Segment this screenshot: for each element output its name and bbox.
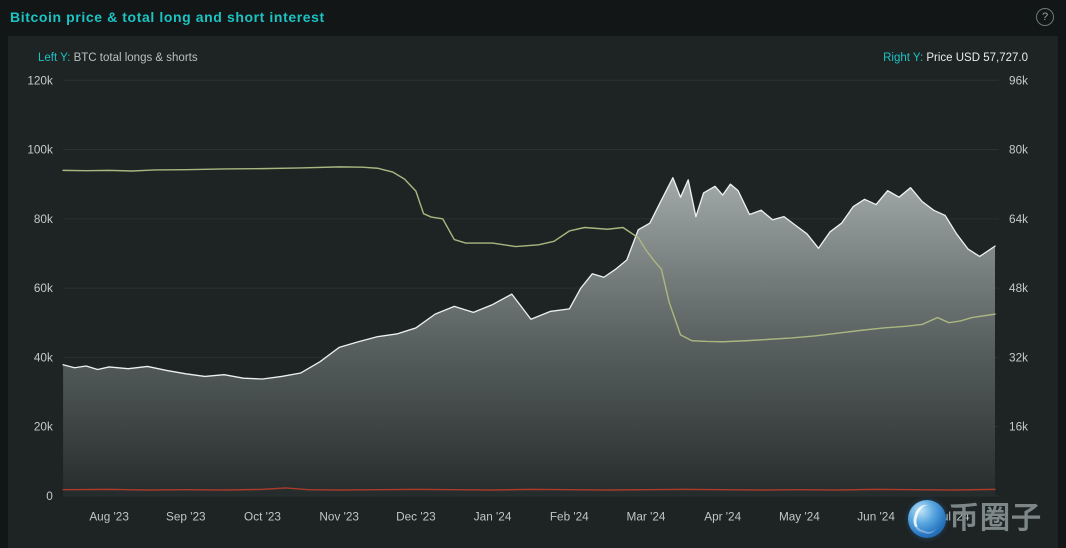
right-axis-legend-value: Price USD 57,727.0 xyxy=(923,52,1028,64)
chart-panel: Left Y: BTC total longs & shorts Right Y… xyxy=(8,36,1058,548)
right-axis-tick: 80k xyxy=(1009,144,1028,157)
x-axis-tick: Sep '23 xyxy=(166,510,206,523)
axis-legend-row: Left Y: BTC total longs & shorts Right Y… xyxy=(8,36,1058,68)
x-axis-tick: Oct '23 xyxy=(244,510,281,523)
left-axis-tick: 100k xyxy=(27,144,53,157)
right-axis-tick: 32k xyxy=(1009,351,1028,364)
x-axis-tick: Jan '24 xyxy=(474,510,512,523)
right-axis-tick: 64k xyxy=(1009,213,1028,226)
right-axis-legend-prefix: Right Y: xyxy=(883,52,924,64)
x-axis-tick: Dec '23 xyxy=(396,510,436,523)
x-axis-tick: Aug '23 xyxy=(89,510,129,523)
x-axis-tick: May '24 xyxy=(779,510,820,523)
left-axis-tick: 120k xyxy=(27,74,53,87)
right-axis-tick: 16k xyxy=(1009,421,1028,434)
price-chart[interactable]: 0 20k 40k 60k 80k 100k 120k 16k 32k 48k 64k 80k 96k A… xyxy=(8,68,1058,531)
left-axis-tick: 20k xyxy=(34,421,53,434)
line-btc-total-shorts xyxy=(62,487,996,491)
left-axis-tick: 40k xyxy=(34,351,53,364)
line-btc-price-usd xyxy=(62,177,996,380)
x-axis-tick: Nov '23 xyxy=(319,510,359,523)
right-axis-legend: Right Y: Price USD 57,727.0 xyxy=(883,52,1028,64)
chart-svg[interactable]: 0 20k 40k 60k 80k 100k 120k 16k 32k 48k 64k 80k 96k A… xyxy=(16,68,1050,531)
x-axis-tick: Jun '24 xyxy=(857,510,895,523)
x-axis-tick: Apr '24 xyxy=(704,510,741,523)
left-axis-legend: Left Y: BTC total longs & shorts xyxy=(38,52,198,64)
page-title: Bitcoin price & total long and short int… xyxy=(10,9,325,25)
page-header: Bitcoin price & total long and short int… xyxy=(0,0,1066,32)
left-axis-legend-text: BTC total longs & shorts xyxy=(70,52,198,64)
x-axis-tick: Jul '24 xyxy=(936,510,970,523)
right-axis-tick: 48k xyxy=(1009,282,1028,295)
left-axis-legend-prefix: Left Y: xyxy=(38,52,71,64)
area-btc-price-usd xyxy=(63,177,996,496)
left-axis-tick: 0 xyxy=(46,490,53,503)
line-btc-total-longs xyxy=(62,166,996,343)
left-axis-tick: 80k xyxy=(34,213,53,226)
right-axis-tick: 96k xyxy=(1009,74,1028,87)
left-axis-tick: 60k xyxy=(34,282,53,295)
x-axis-tick: Mar '24 xyxy=(627,510,666,523)
x-axis-tick: Feb '24 xyxy=(550,510,589,523)
help-icon[interactable]: ? xyxy=(1036,8,1054,26)
